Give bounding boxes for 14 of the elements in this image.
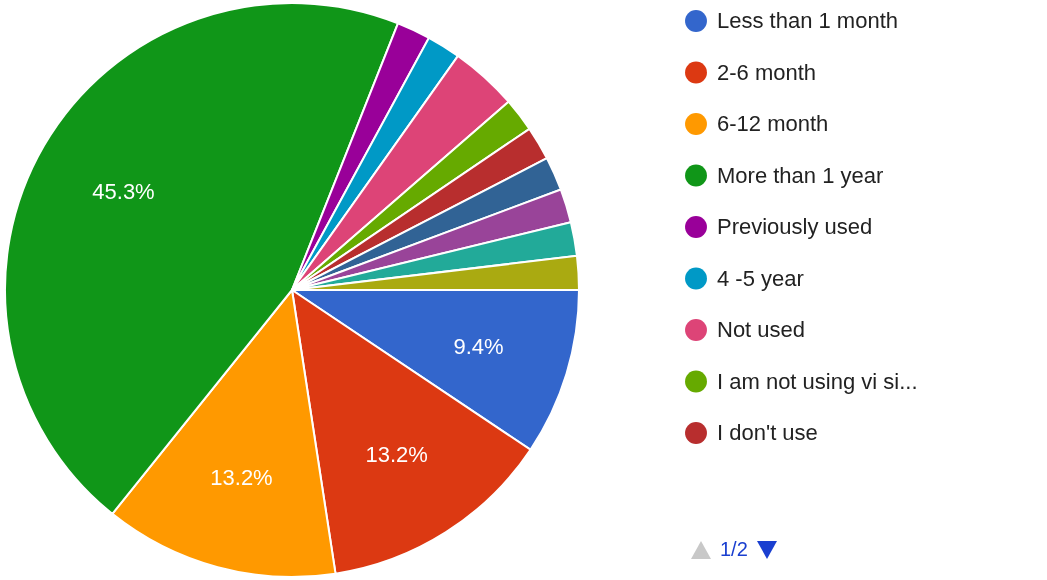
data-label: 13.2% bbox=[210, 465, 273, 491]
data-label: 45.3% bbox=[92, 178, 155, 204]
legend-label: 6-12 month bbox=[717, 111, 829, 136]
text: 1/2 bbox=[720, 538, 748, 561]
data-label: 9.4% bbox=[453, 333, 504, 359]
legend-label: Previously used bbox=[717, 214, 873, 239]
legend-label: 2-6 month bbox=[717, 59, 817, 85]
legend-label: I don't use bbox=[717, 420, 818, 445]
legend-label: More than 1 year bbox=[717, 162, 884, 188]
legend-label: I am not using vi si... bbox=[717, 368, 918, 394]
data-label: 13.2% bbox=[365, 441, 428, 467]
legend-label: Not used bbox=[717, 317, 806, 342]
legend-label: Less than 1 month bbox=[717, 8, 899, 33]
legend-label: 4 -5 year bbox=[717, 265, 804, 291]
